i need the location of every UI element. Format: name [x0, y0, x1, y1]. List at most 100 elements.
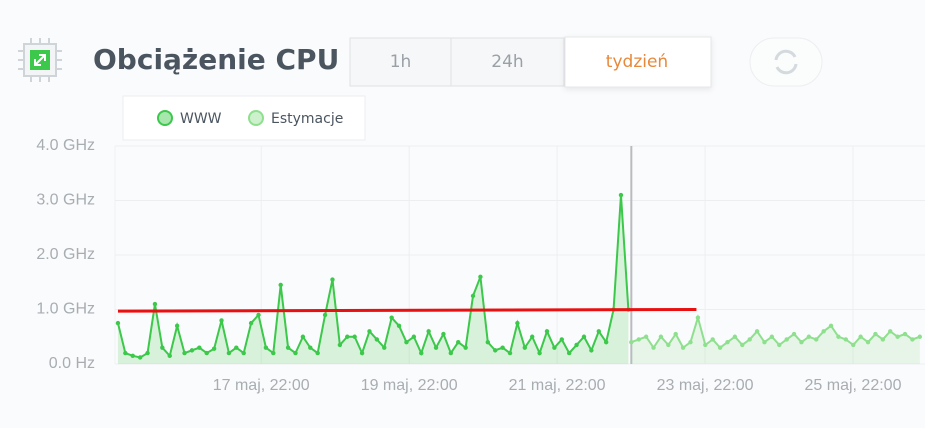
- data-point: [581, 334, 587, 339]
- data-point: [263, 345, 269, 350]
- data-point: [836, 334, 841, 339]
- data-point: [880, 337, 886, 342]
- data-point: [293, 350, 298, 356]
- data-point: [747, 337, 752, 342]
- data-point: [367, 329, 372, 334]
- data-point: [754, 329, 760, 334]
- data-point: [777, 342, 782, 348]
- data-point: [636, 337, 641, 342]
- data-point: [843, 337, 849, 342]
- data-point: [530, 334, 535, 339]
- data-point: [851, 342, 856, 348]
- range-button[interactable]: 24h: [491, 52, 523, 72]
- data-point: [589, 348, 594, 353]
- data-point: [799, 340, 804, 345]
- data-point: [821, 329, 826, 334]
- data-point: [197, 345, 202, 350]
- legend-label: Estymacje: [271, 111, 343, 127]
- data-point: [858, 334, 863, 339]
- refresh-button[interactable]: [749, 37, 823, 87]
- range-button[interactable]: tydzień: [606, 52, 668, 72]
- data-point: [695, 315, 701, 320]
- data-point: [308, 345, 313, 350]
- data-point: [374, 337, 380, 342]
- data-point: [910, 337, 915, 342]
- data-point: [888, 329, 893, 334]
- data-point: [537, 350, 542, 356]
- y-tick-label: 4.0 GHz: [36, 137, 95, 154]
- data-point: [666, 342, 671, 348]
- data-point: [315, 350, 320, 356]
- data-point: [352, 334, 357, 339]
- cpu-icon: [18, 38, 62, 82]
- data-point: [322, 312, 328, 318]
- data-point: [174, 323, 180, 329]
- data-point: [219, 318, 224, 323]
- legend-box: [122, 95, 366, 141]
- data-point: [359, 350, 365, 356]
- data-point: [725, 340, 730, 345]
- data-point: [345, 334, 350, 339]
- data-point: [814, 337, 819, 342]
- data-point: [515, 320, 520, 326]
- series-line: [116, 194, 630, 359]
- data-point: [552, 345, 557, 350]
- data-point: [456, 340, 461, 345]
- data-point: [717, 345, 723, 350]
- data-point: [732, 334, 738, 339]
- data-point: [559, 337, 564, 342]
- data-point: [522, 345, 528, 350]
- data-point: [226, 350, 232, 356]
- data-point: [463, 345, 468, 350]
- data-point: [544, 329, 550, 334]
- data-point: [278, 282, 283, 288]
- data-point: [828, 323, 834, 329]
- data-point: [643, 334, 649, 339]
- data-point: [433, 345, 439, 350]
- data-point: [241, 350, 246, 356]
- data-point: [865, 340, 871, 345]
- data-point: [145, 350, 150, 356]
- data-point: [382, 345, 387, 350]
- data-point: [330, 277, 335, 282]
- data-point: [234, 345, 239, 350]
- data-point: [596, 329, 601, 334]
- x-tick-label: 17 maj, 22:00: [213, 377, 310, 394]
- data-point: [651, 345, 656, 350]
- data-point: [256, 312, 261, 318]
- data-point: [791, 331, 797, 337]
- data-point: [680, 345, 686, 350]
- data-point: [123, 350, 128, 356]
- data-point: [211, 346, 217, 351]
- data-point: [470, 293, 476, 299]
- data-point: [769, 334, 775, 339]
- data-point: [478, 274, 483, 279]
- data-point: [603, 340, 609, 345]
- data-point: [629, 340, 634, 345]
- data-point: [566, 350, 572, 356]
- data-point: [426, 329, 431, 334]
- data-point: [895, 334, 900, 339]
- data-point: [389, 315, 394, 320]
- data-point: [152, 301, 158, 307]
- data-point: [493, 348, 498, 353]
- data-point: [248, 320, 254, 326]
- data-point: [271, 350, 276, 356]
- data-point: [574, 342, 579, 348]
- data-point: [618, 192, 624, 198]
- data-point: [703, 342, 708, 348]
- data-point: [710, 337, 715, 342]
- data-point: [658, 334, 664, 339]
- range-button[interactable]: 1h: [390, 52, 412, 72]
- data-point: [762, 340, 767, 345]
- data-point: [448, 350, 454, 356]
- y-tick-label: 2.0 GHz: [36, 246, 95, 263]
- y-tick-label: 3.0 GHz: [36, 192, 95, 209]
- legend-label: WWW: [180, 111, 222, 127]
- y-tick-label: 1.0 GHz: [36, 301, 95, 318]
- x-tick-label: 21 maj, 22:00: [509, 377, 606, 394]
- data-point: [160, 345, 165, 350]
- data-point: [806, 334, 812, 339]
